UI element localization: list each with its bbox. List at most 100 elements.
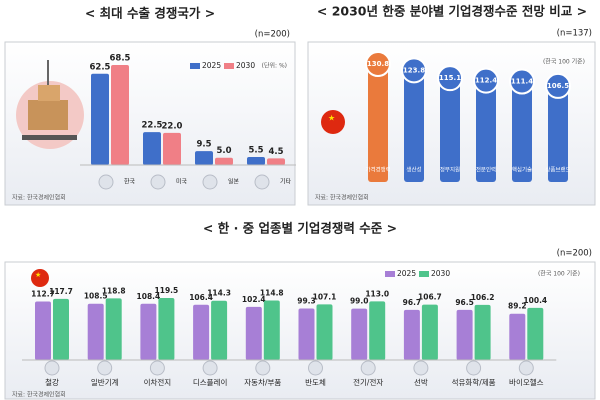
value-label: 62.5 — [90, 62, 111, 72]
category-icon — [360, 360, 376, 376]
bar — [111, 65, 129, 165]
category-icon — [44, 360, 60, 376]
category-icon — [413, 360, 429, 376]
bar — [263, 300, 280, 360]
category-label: 전문인력 — [476, 166, 496, 174]
value-label: 115.1 — [439, 74, 461, 82]
value-label: 102.4 — [242, 295, 266, 304]
value-label: 96.5 — [455, 298, 474, 307]
category-icon — [98, 174, 114, 190]
value-badge — [437, 65, 463, 92]
category-label: 기타 — [280, 178, 292, 186]
category-label: 일본 — [228, 178, 240, 186]
bar — [403, 309, 420, 360]
illustration — [16, 60, 84, 149]
value-label: 99.0 — [350, 297, 369, 306]
legend-swatch — [224, 63, 234, 69]
bar — [91, 73, 109, 165]
value-label: 9.5 — [196, 140, 211, 150]
chart-title: < 최대 수출 경쟁국가 > — [85, 6, 215, 21]
value-label: 119.5 — [155, 286, 179, 295]
bar — [143, 132, 161, 165]
category-icon — [518, 360, 534, 376]
legend-label: 2025 — [397, 269, 416, 278]
bar — [456, 309, 473, 360]
sample-note: (n=137) — [557, 29, 592, 39]
bar — [404, 70, 424, 182]
sample-note: (n=200) — [255, 30, 290, 40]
category-icon — [255, 360, 271, 376]
category-label: 핵심기술 — [512, 166, 532, 174]
bar — [440, 78, 460, 182]
value-label: 106.7 — [418, 293, 442, 302]
category-label: 가격경쟁력 — [365, 166, 390, 174]
bar — [316, 304, 333, 360]
bar — [163, 132, 181, 165]
bar — [105, 298, 122, 360]
category-label: 반도체 — [305, 377, 326, 387]
value-label: 123.8 — [403, 66, 425, 74]
bar — [211, 300, 228, 360]
bar — [245, 306, 262, 360]
bar — [369, 301, 386, 360]
value-badge — [365, 51, 391, 77]
category-icon — [202, 174, 218, 190]
category-icon — [254, 174, 270, 190]
bar — [267, 158, 285, 165]
value-label: 112.7 — [31, 290, 55, 299]
value-label: 106.2 — [471, 293, 495, 302]
svg-text:★: ★ — [328, 114, 335, 123]
value-badge — [473, 67, 499, 94]
bar — [548, 85, 568, 182]
category-label: 이차전지 — [144, 377, 172, 387]
chart-title: < 2030년 한중 분야별 기업경쟁수준 전망 비교 > — [317, 4, 587, 19]
category-label: 철강 — [45, 377, 59, 387]
legend-label: 2030 — [431, 269, 450, 278]
svg-text:★: ★ — [35, 271, 41, 279]
value-label: 113.0 — [365, 289, 389, 298]
bar — [298, 308, 315, 360]
source: 자료: 한국경제인협회 — [315, 194, 369, 202]
source: 자료: 한국경제인협회 — [12, 194, 66, 202]
category-icon — [97, 360, 113, 376]
unit-note: (단위: %) — [262, 62, 287, 70]
category-label: 석유화학/제품 — [452, 377, 496, 387]
category-label: 디스플레이 — [193, 377, 228, 387]
category-label: 한국 — [124, 179, 136, 186]
legend-swatch — [385, 271, 395, 277]
value-label: 89.2 — [508, 302, 527, 311]
value-label: 5.0 — [216, 146, 231, 156]
category-icon — [202, 360, 218, 376]
value-label: 5.5 — [248, 145, 263, 155]
chart-title: < 한 · 중 업종별 기업경쟁력 수준 > — [203, 221, 397, 236]
category-icon — [466, 360, 482, 376]
value-label: 108.5 — [84, 292, 108, 301]
value-label: 114.3 — [207, 289, 231, 298]
legend-label: 2025 — [202, 61, 221, 70]
bar — [509, 313, 526, 360]
category-label: 선박 — [414, 377, 428, 387]
bar — [527, 307, 544, 360]
bar — [193, 304, 210, 360]
category-label: 생산성 — [406, 166, 421, 174]
bar — [35, 301, 51, 360]
value-label: 111.4 — [511, 78, 533, 86]
bar — [247, 156, 265, 165]
value-badge — [401, 57, 427, 84]
value-label: 117.7 — [49, 287, 73, 296]
bar — [87, 303, 104, 360]
bar — [140, 303, 157, 360]
value-label: 112.4 — [475, 77, 497, 85]
value-label: 22.5 — [142, 121, 163, 131]
bar — [195, 151, 213, 165]
bar — [158, 298, 175, 360]
category-label: 상품브랜드 — [545, 166, 570, 174]
value-label: 106.5 — [547, 82, 569, 90]
bar — [421, 304, 438, 360]
value-badge — [545, 72, 571, 99]
category-label: 일반기계 — [91, 377, 119, 387]
value-label: 100.4 — [523, 296, 547, 305]
bar — [215, 157, 233, 165]
sample-note: (n=200) — [557, 249, 592, 259]
